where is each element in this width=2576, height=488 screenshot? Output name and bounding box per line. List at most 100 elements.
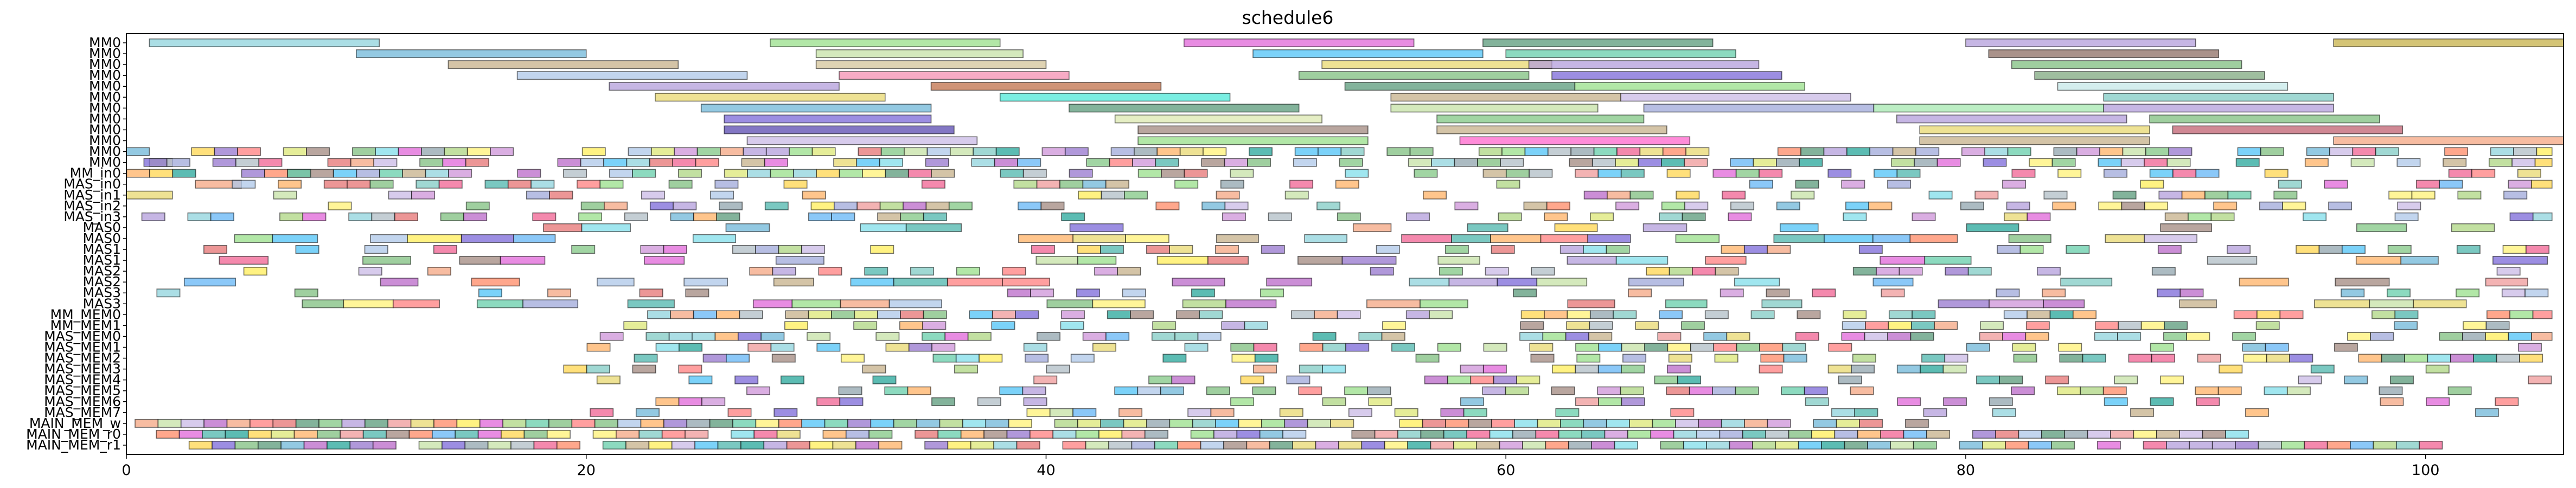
task-bar — [764, 201, 789, 210]
task-bar — [2388, 190, 2413, 200]
task-bar — [433, 245, 457, 254]
task-bar — [2029, 158, 2053, 167]
task-bar — [463, 212, 488, 221]
task-bar — [596, 375, 621, 384]
task-bar — [1642, 223, 1687, 232]
task-bar — [1156, 256, 1209, 265]
task-bar — [1483, 343, 1507, 352]
task-bar — [1899, 267, 1923, 276]
task-bar — [1903, 429, 1927, 439]
task-bar — [1366, 299, 1421, 309]
task-bar — [373, 158, 398, 167]
task-bar — [1156, 147, 1181, 156]
task-bar — [2426, 397, 2450, 406]
task-bar — [907, 169, 932, 178]
task-bar — [670, 310, 694, 319]
task-bar — [2157, 245, 2182, 254]
y-tick-label: MM0 — [89, 144, 121, 159]
task-bar — [1491, 245, 1515, 254]
task-bar — [921, 179, 945, 189]
task-bar — [1567, 299, 1615, 309]
task-bar — [1813, 419, 1837, 428]
task-bar — [977, 397, 1001, 406]
task-bar — [1782, 343, 1806, 352]
task-bar — [1909, 234, 1958, 243]
task-bar — [1110, 147, 1135, 156]
task-bar — [2043, 190, 2068, 200]
task-bar — [2204, 190, 2229, 200]
task-bar — [1339, 158, 1363, 167]
task-bar — [1207, 256, 1249, 265]
task-bar — [2059, 354, 2083, 363]
task-bar — [234, 440, 259, 450]
task-bar — [701, 397, 726, 406]
task-bar — [1430, 440, 1454, 450]
task-bar — [293, 429, 318, 439]
task-bar — [2303, 212, 2327, 221]
task-bar — [2490, 147, 2514, 156]
task-bar — [2387, 245, 2412, 254]
task-bar — [1252, 386, 1276, 395]
task-bar — [2018, 429, 2042, 439]
task-bar — [672, 158, 696, 167]
task-bar — [1921, 354, 1946, 363]
y-tick-label: MAS3 — [83, 296, 121, 311]
task-bar — [1390, 93, 1621, 102]
y-tick-label: MM0 — [89, 133, 121, 149]
task-bar — [840, 354, 865, 363]
task-bar — [2076, 147, 2100, 156]
task-bar — [1169, 419, 1193, 428]
task-bar — [1659, 212, 1683, 221]
task-bar — [1252, 49, 1484, 59]
task-bar — [833, 201, 858, 210]
task-bar — [1030, 288, 1054, 298]
task-bar — [1187, 408, 1212, 417]
task-bar — [2457, 190, 2482, 200]
task-bar — [333, 169, 357, 178]
task-bar — [1644, 343, 1669, 352]
task-bar — [632, 364, 656, 374]
task-bar — [1524, 147, 1549, 156]
task-bar — [1683, 440, 1707, 450]
task-bar — [838, 386, 862, 395]
task-bar — [172, 169, 196, 178]
task-bar — [341, 419, 366, 428]
task-bar — [1559, 245, 1584, 254]
task-bar — [2064, 429, 2088, 439]
task-bar — [1082, 179, 1107, 189]
task-bar — [461, 234, 514, 243]
task-bar — [1192, 419, 1216, 428]
task-bar — [302, 299, 344, 309]
task-bar — [954, 364, 978, 374]
task-bar — [1938, 299, 1990, 309]
task-bar — [931, 397, 956, 406]
task-bar — [1190, 429, 1215, 439]
task-bar — [822, 429, 847, 439]
task-bar — [2462, 332, 2486, 341]
task-bar — [818, 267, 842, 276]
task-bar — [628, 147, 652, 156]
task-bar — [1022, 386, 1046, 395]
task-bar — [442, 158, 466, 167]
task-bar — [241, 169, 265, 178]
task-bar — [1220, 179, 1244, 189]
task-bar — [1482, 364, 1507, 374]
task-bar — [724, 125, 955, 134]
task-bar — [327, 440, 351, 450]
task-bar — [219, 256, 269, 265]
task-bar — [532, 212, 557, 221]
chart-title: schedule6 — [1242, 7, 1334, 28]
task-bar — [323, 179, 348, 189]
task-bar — [770, 38, 1001, 48]
task-bar — [1476, 440, 1500, 450]
task-bar — [2242, 343, 2266, 352]
task-bar — [2306, 147, 2330, 156]
task-bar — [427, 267, 451, 276]
task-bar — [2225, 429, 2249, 439]
y-tick-label: MM0 — [89, 35, 121, 50]
task-bar — [985, 419, 1009, 428]
task-bar — [1341, 256, 1397, 265]
task-bar — [904, 147, 928, 156]
task-bar — [1919, 136, 2150, 145]
task-bar — [1845, 201, 1869, 210]
